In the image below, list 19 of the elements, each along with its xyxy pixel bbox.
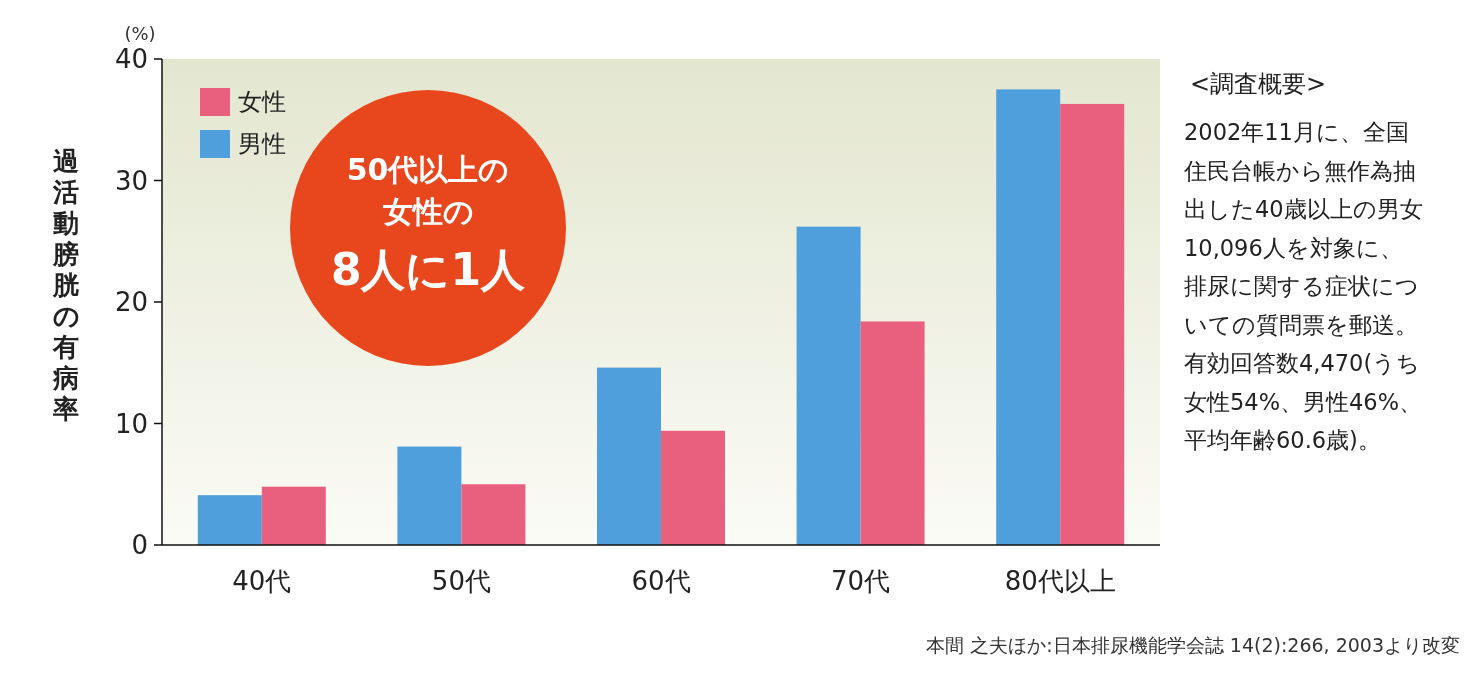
text: 2002年11月に、全国住民台帳から無作為抽出した40歳以上の男女10,096人を対象に、排尿に関する症状についての質問票を郵送。有効回答数4,470(うち女性54%、男性46%、平均年齢60.6歳)。 [1184, 119, 1423, 453]
text: 本間 之夫ほか:日本排尿機能学会誌 14(2):266, 2003より改変 [926, 634, 1460, 656]
y-tick-label: 0 [131, 530, 148, 560]
annotation: 50代以上の女性の [346, 152, 510, 229]
text: <調査概要> [1190, 70, 1327, 98]
y-tick-label: 40 [114, 44, 148, 74]
text: (%) [124, 23, 156, 44]
x-tick-label: 70代 [831, 566, 891, 596]
x-tick-label: 50代 [431, 566, 491, 596]
y-tick-label: 30 [114, 165, 148, 196]
legend-label: 男性 [238, 130, 286, 158]
text: 過活動膀胱の有病率 [52, 146, 80, 424]
legend-label: 女性 [238, 88, 286, 116]
x-tick-label: 40代 [232, 566, 292, 596]
y-tick-label: 20 [114, 287, 148, 317]
x-tick-label: 60代 [631, 566, 691, 596]
y-tick-label: 10 [114, 408, 148, 439]
annotation: 8人に1人 [330, 244, 526, 295]
x-tick-label: 80代以上 [1004, 566, 1116, 596]
